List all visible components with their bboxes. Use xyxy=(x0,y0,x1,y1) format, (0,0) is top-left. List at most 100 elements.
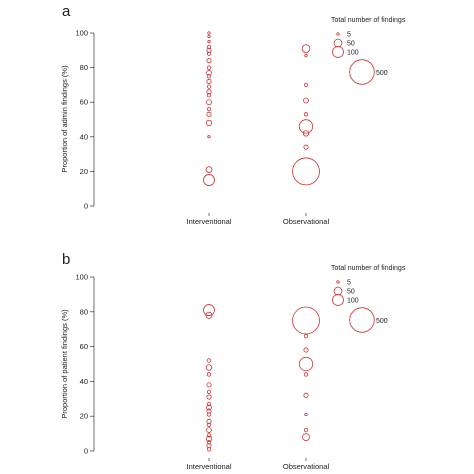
data-point xyxy=(303,347,309,353)
data-point xyxy=(302,433,310,441)
data-point xyxy=(203,174,215,186)
legend-label: 50 xyxy=(347,41,355,48)
data-point xyxy=(206,84,212,89)
legend-label: 50 xyxy=(347,289,355,296)
legend: Total number of findings 5 50 100 500 xyxy=(331,17,406,85)
y-axis-label: Proportion of patient findings (%) xyxy=(60,309,69,419)
x-tick-label: Interventional xyxy=(186,217,231,226)
legend-marker xyxy=(336,32,340,36)
y-tick-label: 100 xyxy=(75,29,88,38)
y-tick-label: 60 xyxy=(80,342,88,351)
points xyxy=(203,31,320,186)
legend-marker xyxy=(332,294,344,306)
data-point xyxy=(207,34,211,39)
data-point xyxy=(206,74,212,79)
data-point xyxy=(303,112,309,117)
x-tick-label: Observational xyxy=(283,462,330,471)
y-tick-label: 0 xyxy=(84,447,88,456)
y-tick-label: 60 xyxy=(80,98,88,107)
legend-marker xyxy=(332,46,344,58)
data-point xyxy=(206,93,212,98)
points xyxy=(203,304,320,452)
legend-title: Total number of findings xyxy=(331,265,406,272)
data-point xyxy=(206,47,212,53)
data-point xyxy=(206,99,212,106)
data-point xyxy=(206,412,212,417)
legend-label: 100 xyxy=(347,298,359,305)
data-point xyxy=(304,53,308,58)
data-point xyxy=(302,130,310,137)
data-point xyxy=(303,392,309,398)
data-point xyxy=(207,31,211,35)
data-point xyxy=(298,119,314,134)
data-point xyxy=(203,304,215,316)
data-point xyxy=(205,119,213,127)
y-tick-label: 40 xyxy=(80,377,88,386)
x-axis: Interventional Observational xyxy=(186,458,329,471)
data-point xyxy=(206,427,212,433)
data-point xyxy=(205,435,213,442)
legend-label: 5 xyxy=(347,280,351,287)
data-point xyxy=(205,166,213,174)
data-point xyxy=(206,382,212,388)
x-axis: Interventional Observational xyxy=(186,213,329,226)
legend-marker xyxy=(336,280,340,284)
data-point xyxy=(206,58,212,64)
y-tick-label: 20 xyxy=(80,412,88,421)
data-point xyxy=(206,65,212,70)
data-point xyxy=(206,78,212,84)
legend-marker xyxy=(349,59,375,85)
y-axis: 0 20 40 60 80 100 xyxy=(75,29,95,211)
legend-label: 5 xyxy=(347,32,351,39)
data-point xyxy=(206,111,212,117)
legend-label: 500 xyxy=(376,318,388,325)
data-point xyxy=(207,135,211,139)
x-tick-label: Interventional xyxy=(186,462,231,471)
data-point xyxy=(292,157,320,186)
legend-marker xyxy=(349,307,375,333)
data-point xyxy=(206,422,212,428)
data-point xyxy=(206,44,212,49)
panel-label: b xyxy=(62,251,70,268)
y-tick-label: 80 xyxy=(80,63,88,72)
legend-marker xyxy=(333,38,343,48)
data-point xyxy=(303,82,309,88)
y-tick-label: 20 xyxy=(80,167,88,176)
data-point xyxy=(303,427,309,433)
data-point xyxy=(304,412,308,417)
data-point xyxy=(301,44,311,53)
data-point xyxy=(206,389,212,394)
legend-marker xyxy=(333,286,343,296)
panel-label: a xyxy=(62,3,71,20)
y-tick-label: 40 xyxy=(80,132,88,141)
data-point xyxy=(206,404,212,411)
y-tick-label: 0 xyxy=(84,202,88,211)
legend-label: 100 xyxy=(347,50,359,57)
data-point xyxy=(206,51,212,56)
data-point xyxy=(207,40,211,44)
data-point xyxy=(206,106,212,112)
legend-label: 500 xyxy=(376,70,388,77)
data-point xyxy=(205,311,213,319)
data-point xyxy=(206,401,212,407)
y-axis: 0 20 40 60 80 100 xyxy=(75,273,95,456)
y-tick-label: 80 xyxy=(80,307,88,316)
y-axis-label: Proportion of admin findings (%) xyxy=(60,65,69,173)
data-point xyxy=(206,89,212,95)
data-point xyxy=(206,372,212,377)
data-point xyxy=(206,394,212,400)
data-point xyxy=(206,440,212,445)
panel-b: b Proportion of patient findings (%) 0 20… xyxy=(60,251,406,471)
data-point xyxy=(292,306,320,335)
data-point xyxy=(303,334,309,339)
x-tick-label: Observational xyxy=(283,217,330,226)
data-point xyxy=(206,358,212,363)
data-point xyxy=(206,447,212,452)
data-point xyxy=(206,69,212,76)
data-point xyxy=(303,144,309,150)
legend: Total number of findings 5 50 100 500 xyxy=(331,265,406,333)
data-point xyxy=(298,356,314,372)
data-point xyxy=(303,97,309,104)
data-point xyxy=(303,372,309,377)
